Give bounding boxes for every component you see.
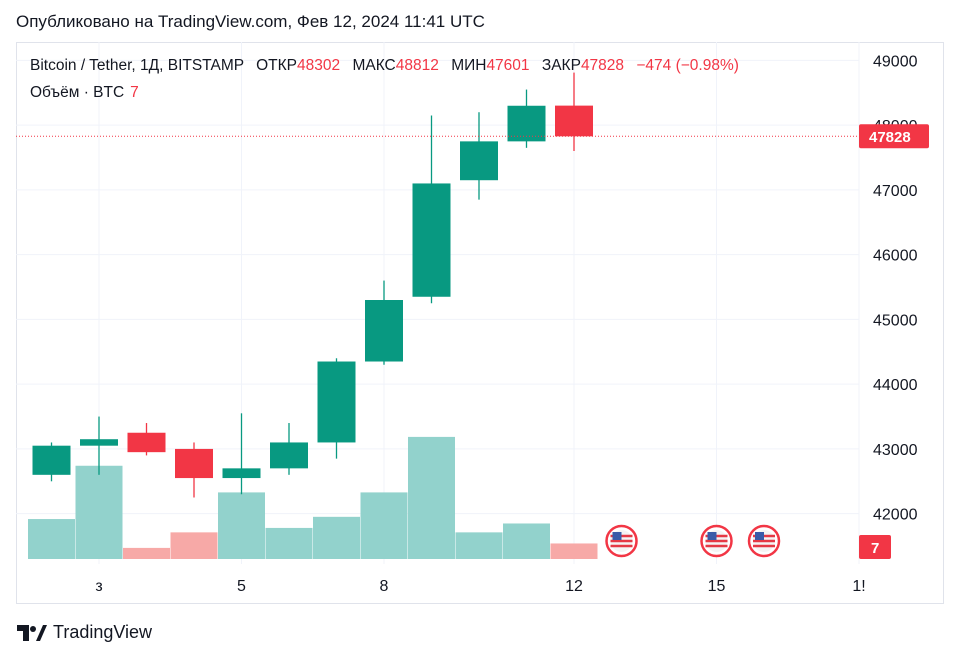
volume-bar — [218, 492, 265, 559]
flag-stripe — [705, 544, 728, 548]
x-tick-label: з — [95, 578, 102, 595]
flag-stripe — [610, 539, 633, 543]
low-label: МИН — [451, 57, 487, 74]
candle — [555, 72, 593, 152]
x-tick-label: 8 — [380, 578, 389, 595]
us-flag-event-icon[interactable] — [747, 524, 781, 558]
open-label: ОТКР — [256, 57, 298, 74]
close-value: 47828 — [580, 57, 625, 74]
price-axis[interactable]: 4200043000440004500046000470004800049000 — [873, 53, 918, 523]
time-axis[interactable]: з 5 8 12 15 1! — [95, 578, 865, 595]
candle-body — [460, 141, 498, 181]
volume-label: Объём · BTC — [30, 84, 125, 101]
high-value: 48812 — [395, 57, 439, 74]
price-tag: 47828 — [859, 124, 929, 149]
candle-body — [80, 439, 118, 446]
candle-body — [507, 105, 546, 142]
chart-frame — [16, 42, 944, 604]
volume-bar — [360, 492, 408, 559]
tradingview-brand[interactable]: TradingView — [17, 622, 152, 643]
brand-name: TradingView — [53, 622, 153, 642]
price-tag-value: 47828 — [869, 129, 911, 146]
candle-body — [555, 105, 593, 137]
flag-stripe — [753, 539, 775, 543]
candle — [270, 423, 308, 475]
candle — [32, 442, 71, 482]
tradingview-logo-icon — [17, 624, 47, 641]
flag-stripe — [705, 539, 728, 543]
volume-bar — [28, 519, 75, 559]
ohlc-legend: Bitcoin / Tether, 1Д, BITSTAMP ОТКР48302… — [30, 57, 739, 75]
candle — [460, 112, 498, 200]
symbol-name[interactable]: Bitcoin / Tether, 1Д, BITSTAMP — [30, 57, 244, 74]
volume-tag-value: 7 — [871, 540, 879, 557]
candle — [365, 280, 403, 365]
flag-canton — [755, 532, 764, 540]
volume-bar — [265, 527, 313, 559]
us-flag-event-icon[interactable] — [700, 524, 733, 558]
flag-canton — [707, 532, 717, 540]
high-label: МАКС — [352, 57, 396, 74]
y-tick-label: 46000 — [873, 248, 918, 265]
volume-bar — [455, 532, 503, 559]
candle — [412, 115, 451, 304]
candle-body — [127, 432, 166, 453]
volume-bar — [503, 523, 550, 559]
x-tick-label: 5 — [237, 578, 246, 595]
volume-tag-bg — [859, 535, 891, 559]
candles — [32, 72, 593, 498]
candle — [127, 423, 166, 456]
candle-body — [222, 468, 261, 479]
volume-legend: Объём · BTC 7 — [30, 84, 139, 102]
candle-body — [32, 445, 71, 475]
candle-body — [317, 361, 356, 443]
candle-body — [412, 183, 451, 297]
candle-body — [365, 300, 403, 362]
volume-bars — [28, 436, 598, 559]
volume-value: 7 — [130, 84, 139, 101]
x-tick-label: 15 — [708, 578, 726, 595]
y-tick-label: 45000 — [873, 312, 918, 329]
x-tick-label: 1! — [852, 578, 865, 595]
y-tick-label: 43000 — [873, 442, 918, 459]
low-value: 47601 — [486, 57, 530, 74]
y-tick-label: 44000 — [873, 377, 918, 394]
volume-tag: 7 — [859, 535, 891, 559]
price-tag-bg — [859, 124, 929, 149]
y-tick-label: 49000 — [873, 53, 918, 70]
candle — [222, 413, 261, 495]
candle — [175, 442, 213, 498]
flag-stripe — [753, 544, 775, 548]
candle — [507, 89, 546, 148]
volume-bar — [170, 532, 218, 559]
published-info: Опубликовано на TradingView.com, Фев 12,… — [16, 12, 485, 31]
volume-bar — [123, 547, 170, 559]
volume-bar — [550, 543, 598, 559]
us-flag-event-icon[interactable] — [605, 524, 638, 558]
candlestick-chart[interactable]: 4200043000440004500046000470004800049000… — [16, 42, 944, 604]
y-tick-label: 47000 — [873, 183, 918, 200]
x-tick-label: 12 — [565, 578, 583, 595]
y-tick-label: 42000 — [873, 507, 918, 524]
candle-body — [175, 448, 213, 479]
volume-bar — [75, 465, 123, 559]
economic-events — [605, 524, 781, 558]
candle — [80, 416, 118, 475]
volume-bar — [408, 436, 455, 559]
close-label: ЗАКР — [541, 57, 581, 74]
flag-stripe — [610, 544, 633, 548]
flag-canton — [612, 532, 622, 540]
open-value: 48302 — [297, 57, 341, 74]
change-value: −474 (−0.98%) — [636, 57, 739, 74]
candle-body — [270, 442, 308, 469]
candle — [317, 358, 356, 459]
volume-bar — [313, 516, 360, 559]
